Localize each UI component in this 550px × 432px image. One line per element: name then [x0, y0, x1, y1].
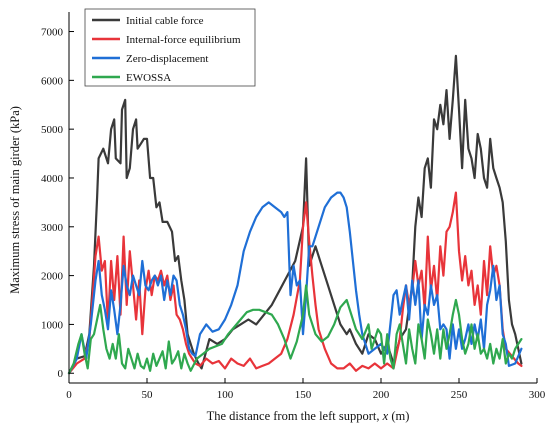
y-tick-label: 6000 [41, 75, 64, 87]
series-line-1 [67, 191, 523, 375]
series-lines [67, 54, 523, 375]
tick-labels: 0 50 100 150 200 250 3000100020003000400050006… [41, 27, 546, 401]
series-line-3 [67, 284, 523, 375]
x-tick-label: 50 [142, 389, 154, 401]
x-tick-label: 250 [451, 389, 468, 401]
y-axis-label: Maximum stress of main girder (kPa) [8, 106, 22, 294]
x-tick-label: 200 [373, 389, 390, 401]
x-tick-label: 0 [66, 389, 72, 401]
legend-label-3: EWOSSA [126, 72, 171, 84]
x-axis-label-unit: (m) [388, 409, 409, 423]
x-axis-label-variable: x [382, 409, 389, 423]
legend: Initial cable force Internal-force equili… [84, 8, 256, 87]
x-tick-label: 150 [295, 389, 312, 401]
y-tick-label: 0 [58, 368, 64, 380]
legend-box [84, 8, 256, 87]
legend-label-0: Initial cable force [126, 15, 204, 27]
x-axis-label: The distance from the left support, x (m… [207, 409, 410, 423]
x-tick-label: 100 [217, 389, 234, 401]
x-axis-label-main: The distance from the left support, [207, 409, 383, 423]
y-tick-label: 4000 [41, 173, 64, 185]
y-tick-label: 2000 [41, 271, 64, 283]
x-tick-label: 300 [529, 389, 546, 401]
y-tick-label: 7000 [41, 27, 64, 39]
legend-label-1: Internal-force equilibrium [126, 34, 241, 46]
y-tick-label: 1000 [41, 319, 64, 331]
y-tick-label: 3000 [41, 222, 64, 234]
y-tick-label: 5000 [41, 124, 64, 136]
series-line-2 [67, 191, 523, 375]
legend-label-2: Zero-displacement [126, 53, 208, 65]
